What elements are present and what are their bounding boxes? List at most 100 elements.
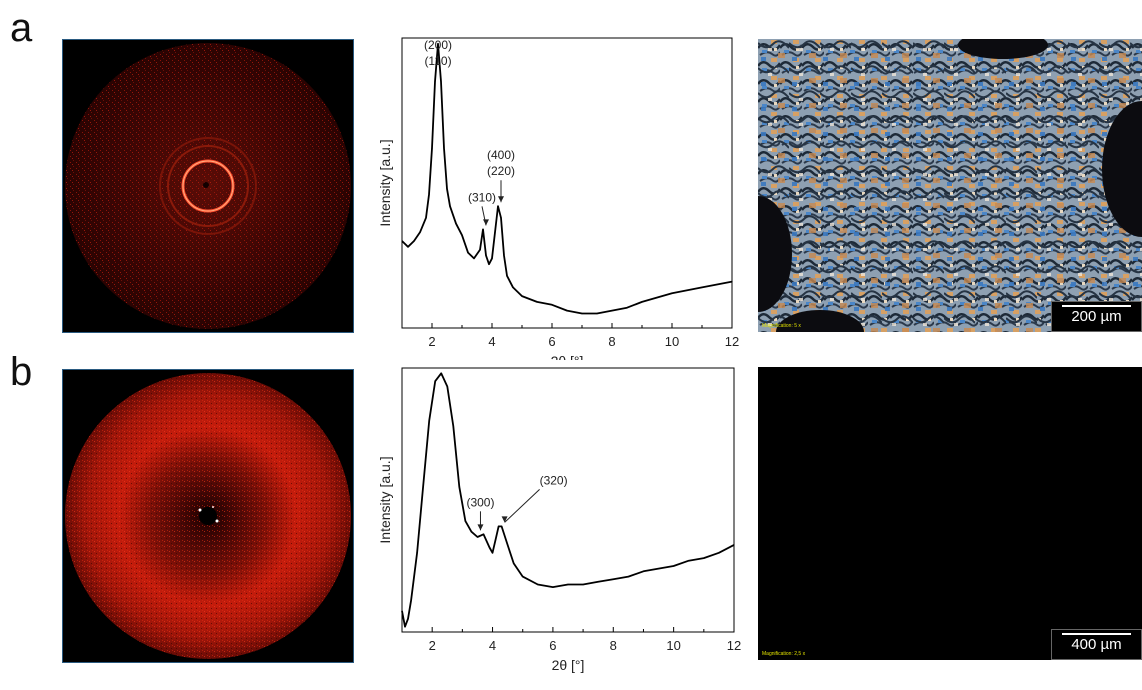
- data-point-b-28: [597, 581, 599, 583]
- peak-label-a-0-1: (110): [424, 54, 451, 68]
- data-point-b-1: [404, 626, 406, 628]
- data-point-b-14: [476, 536, 479, 538]
- data-point-a-17: [479, 249, 481, 251]
- data-point-a-3: [419, 231, 421, 233]
- data-point-b-37: [733, 544, 735, 546]
- peak-label-b-1-0: (300): [466, 495, 494, 509]
- plot-frame-a: [401, 37, 733, 329]
- data-point-b-31: [642, 570, 645, 572]
- data-point-b-36: [718, 552, 720, 554]
- magnification-label-a: Magnification: 5 x: [762, 323, 801, 329]
- series-line-a-0: [401, 42, 733, 315]
- data-point-a-5: [428, 194, 430, 196]
- data-point-a-19: [485, 254, 487, 257]
- data-point-b-26: [567, 583, 569, 586]
- data-point-a-1: [407, 246, 409, 248]
- data-point-b-32: [657, 568, 660, 570]
- x-tick-label-b-0: 2: [429, 638, 436, 653]
- data-point-a-34: [611, 310, 613, 312]
- peak-label-a-1-0: (400): [487, 148, 515, 162]
- data-point-a-31: [566, 310, 568, 312]
- data-point-b-13: [470, 531, 473, 533]
- data-point-b-6: [428, 420, 430, 422]
- data-point-a-18: [482, 228, 484, 230]
- data-point-b-25: [552, 586, 554, 588]
- waxs-pattern-a: [62, 39, 354, 333]
- data-point-b-15: [482, 533, 485, 535]
- data-point-a-23: [497, 205, 499, 207]
- y-axis-label-a: Intensity [a.u.]: [377, 139, 393, 226]
- peak-label-a-0-0: (200): [424, 38, 452, 52]
- data-point-b-11: [458, 486, 460, 488]
- data-point-b-29: [612, 578, 614, 580]
- scalebar-line-b: [1062, 633, 1131, 635]
- data-point-a-39: [731, 281, 733, 283]
- data-point-a-25: [503, 254, 505, 257]
- data-point-a-11: [446, 188, 448, 190]
- x-tick-label-a-1: 4: [488, 334, 495, 349]
- data-point-a-24: [500, 217, 502, 219]
- x-axis-label-b: 2θ [°]: [552, 657, 585, 673]
- scalebar-label-a: 200 µm: [1071, 308, 1122, 325]
- scalebar-label-b: 400 µm: [1071, 636, 1122, 653]
- data-point-b-30: [627, 575, 629, 578]
- peak-arrowhead-a-1: [498, 196, 504, 203]
- data-point-a-7: [434, 80, 436, 83]
- data-point-a-21: [491, 257, 493, 259]
- data-point-b-12: [464, 520, 466, 522]
- data-point-b-17: [491, 552, 494, 554]
- peak-arrow-b-2: [504, 489, 540, 523]
- data-point-b-27: [582, 583, 584, 586]
- data-point-a-20: [488, 263, 490, 265]
- data-point-b-7: [434, 380, 436, 382]
- data-point-b-3: [410, 599, 412, 601]
- polarized-micrograph-a: Magnification: 5 x 200 µm: [758, 39, 1142, 332]
- x-tick-label-b-1: 4: [489, 638, 496, 653]
- data-point-a-33: [596, 312, 598, 315]
- data-point-b-23: [522, 575, 524, 578]
- x-tick-label-a-4: 10: [665, 334, 679, 349]
- magnification-label-b: Magnification: 2,5 x: [762, 651, 806, 657]
- data-point-a-6: [431, 147, 433, 149]
- data-point-a-15: [467, 252, 469, 254]
- data-point-a-35: [626, 307, 628, 309]
- peak-arrowhead-b-2: [501, 516, 508, 523]
- data-point-a-12: [449, 205, 451, 207]
- data-point-a-30: [551, 304, 553, 306]
- data-point-b-34: [688, 560, 690, 562]
- data-point-b-20: [501, 525, 503, 527]
- data-point-b-5: [422, 486, 424, 488]
- data-point-b-18: [494, 539, 497, 541]
- data-point-a-37: [671, 292, 673, 294]
- waxs-pattern-b: [62, 369, 354, 663]
- x-tick-label-a-5: 12: [725, 334, 739, 349]
- data-point-a-8: [437, 43, 439, 45]
- panel-label-b: b: [10, 350, 33, 394]
- data-point-a-16: [473, 257, 475, 259]
- x-tick-label-a-3: 8: [608, 334, 615, 349]
- data-point-b-19: [497, 525, 500, 527]
- peak-label-a-1-1: (220): [487, 164, 515, 178]
- peak-arrowhead-b-1: [477, 524, 484, 531]
- x-tick-label-a-2: 6: [548, 334, 555, 349]
- data-point-a-4: [425, 217, 427, 219]
- data-point-a-38: [701, 286, 703, 288]
- peak-label-b-2-0: (320): [540, 473, 568, 487]
- data-point-b-21: [507, 544, 509, 546]
- panel-label-a: a: [10, 6, 33, 50]
- data-point-b-9: [446, 385, 448, 388]
- x-tick-label-b-2: 6: [549, 638, 556, 653]
- x-tick-label-b-3: 8: [610, 638, 617, 653]
- data-point-a-9: [440, 80, 442, 83]
- data-point-b-24: [537, 583, 539, 586]
- data-point-b-33: [673, 565, 675, 567]
- data-point-a-22: [494, 231, 496, 233]
- data-point-a-26: [506, 275, 508, 277]
- series-line-b-0: [401, 372, 735, 628]
- x-tick-label-a-0: 2: [428, 334, 435, 349]
- scalebar-b: 400 µm: [1051, 629, 1142, 660]
- data-point-a-32: [581, 312, 583, 315]
- x-axis-label-a: 2θ [°]: [551, 353, 584, 360]
- data-point-a-13: [455, 223, 457, 225]
